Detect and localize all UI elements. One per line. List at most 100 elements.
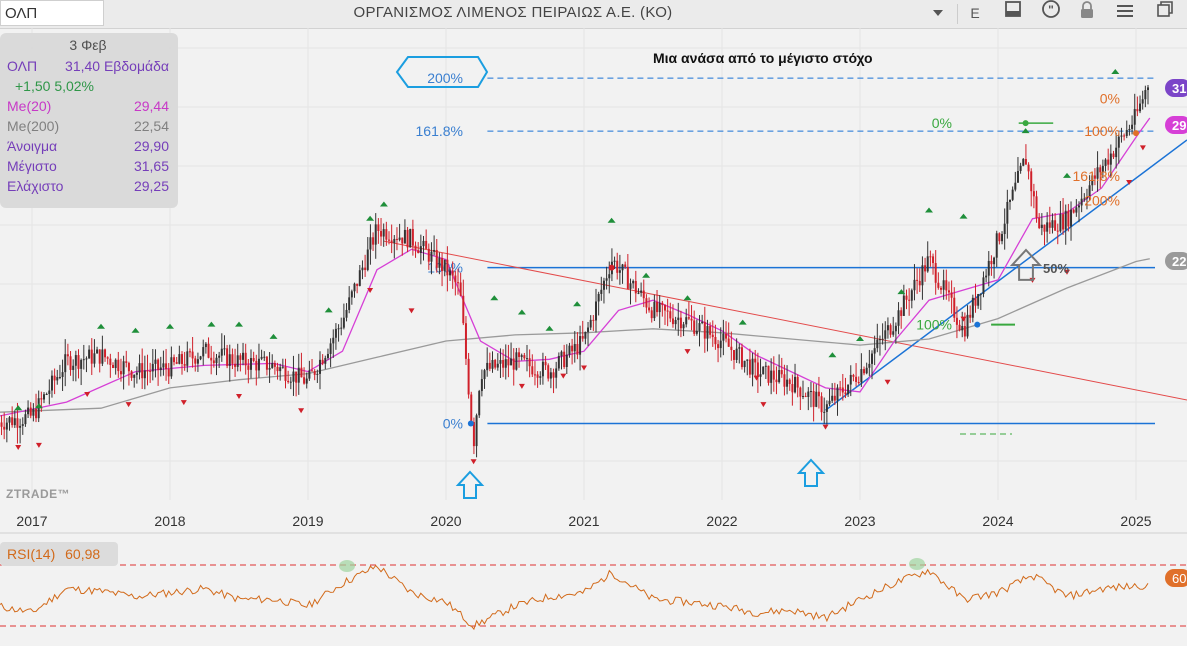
candle-body: [812, 391, 815, 407]
buy-signal-icon: [642, 272, 651, 278]
candle-body: [717, 344, 720, 349]
price-chart[interactable]: 200%161.8%100%0% 0%100% 0%100%161.8%200%…: [0, 28, 1187, 646]
candle-body: [1016, 170, 1019, 183]
candle-body: [0, 422, 3, 427]
candle-body: [873, 348, 876, 354]
x-tick-label: 2018: [154, 513, 185, 529]
candle-body: [292, 371, 295, 382]
candle-body: [775, 379, 778, 383]
candle-body: [767, 365, 770, 383]
price-tag-text: 31: [1172, 81, 1186, 96]
candle-body: [90, 349, 93, 364]
candle-body: [1109, 153, 1112, 165]
candle-body: [902, 295, 905, 316]
candle-body: [1146, 87, 1149, 91]
candle-body: [722, 333, 725, 341]
candle-body: [950, 292, 953, 298]
bar-chart-icon[interactable]: [996, 0, 1030, 26]
quote-icon[interactable]: ": [1034, 0, 1068, 26]
candle-body: [220, 348, 223, 356]
candle-body: [690, 318, 693, 321]
candle-body: [823, 411, 826, 413]
candle-body: [801, 395, 804, 397]
chevron-down-icon[interactable]: [921, 0, 955, 26]
candle-body: [926, 256, 929, 272]
info-ma200-value: 22,54: [133, 118, 169, 134]
candle-body: [366, 249, 369, 270]
candle-body: [770, 370, 773, 383]
candle-body: [1070, 209, 1073, 227]
candle-body: [868, 363, 871, 368]
candle-body: [979, 293, 982, 295]
rsi-value: 60,98: [65, 546, 101, 562]
candle-body: [74, 355, 77, 366]
candle-body: [605, 278, 608, 281]
candle-body: [268, 367, 271, 370]
candle-body: [279, 367, 282, 372]
sell-signal-icon: [884, 379, 891, 385]
candle-body: [194, 358, 197, 364]
window-icon[interactable]: [1148, 0, 1182, 26]
candle-body: [1099, 167, 1102, 173]
ticker-input[interactable]: ΟΛΠ: [0, 0, 104, 26]
rsi-overbought-area: [909, 558, 925, 570]
candle-body: [295, 371, 298, 383]
candle-body: [825, 404, 828, 412]
candle-body: [674, 320, 677, 325]
candle-body: [743, 360, 746, 368]
fib-label: 161.8%: [416, 123, 463, 139]
sell-signal-icon: [84, 391, 91, 397]
candle-body: [249, 358, 252, 370]
candle-body: [422, 240, 425, 247]
candle-body: [645, 298, 648, 308]
info-low-label: Ελάχιστο: [7, 178, 64, 194]
info-open-label: Άνοιγμα: [7, 138, 58, 154]
candle-body: [443, 259, 446, 272]
candle-body: [515, 352, 518, 370]
candle-body: [141, 363, 144, 379]
x-tick-label: 2021: [568, 513, 599, 529]
lock-icon[interactable]: [1070, 0, 1104, 26]
candle-body: [390, 240, 393, 243]
candle-body: [284, 366, 287, 381]
candle-body: [748, 359, 751, 375]
candle-body: [326, 353, 329, 359]
menu-icon[interactable]: [1108, 0, 1142, 26]
candle-body: [478, 391, 481, 416]
buy-signal-icon: [517, 309, 526, 315]
candle-body: [1006, 201, 1009, 224]
candle-body: [881, 338, 884, 340]
e-button[interactable]: E: [970, 5, 980, 21]
pivot-dot: [467, 420, 474, 427]
pivot-dot: [974, 321, 981, 328]
sell-signal-icon: [1139, 145, 1146, 151]
candle-body: [345, 309, 348, 318]
candle-body: [942, 280, 945, 290]
candle-body: [852, 374, 855, 377]
candle-body: [1038, 217, 1041, 229]
candle-body: [372, 237, 375, 245]
candle-body: [151, 363, 154, 372]
candle-body: [735, 348, 738, 360]
candle-body: [411, 228, 414, 246]
candle-body: [629, 283, 632, 289]
candle-body: [817, 391, 820, 397]
candle-body: [632, 280, 635, 284]
info-change: +1,50 5,02%: [15, 78, 95, 94]
hexagon-highlight: [395, 56, 489, 88]
sell-signal-icon: [35, 442, 42, 448]
sell-signal-icon: [367, 288, 374, 294]
candle-body: [908, 299, 911, 301]
candle-body: [828, 400, 831, 405]
candle-body: [796, 376, 799, 388]
candle-body: [565, 354, 568, 368]
candle-body: [982, 277, 985, 294]
candle-body: [677, 317, 680, 321]
candle-body: [433, 249, 436, 252]
buy-signal-icon: [34, 403, 43, 409]
candle-body: [430, 251, 433, 262]
up-arrow-icon: [1009, 248, 1043, 281]
candle-body: [682, 324, 685, 329]
candle-body: [188, 351, 191, 353]
candle-body: [1139, 103, 1142, 112]
